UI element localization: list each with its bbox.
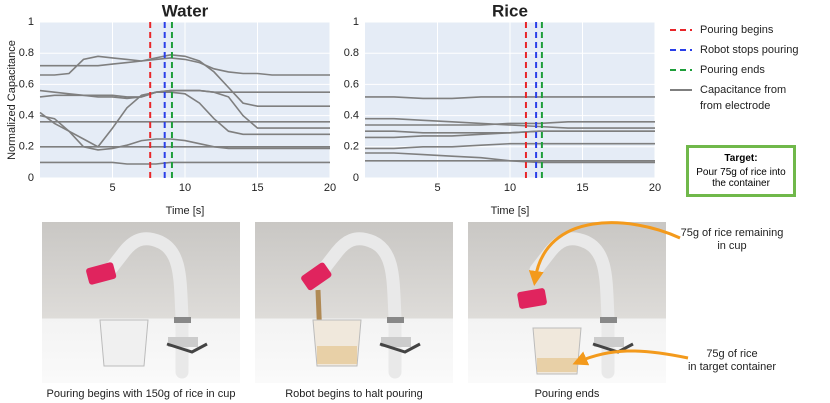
y-tick-label: 0.8 — [344, 47, 359, 59]
y-tick-label: 0.6 — [19, 78, 34, 90]
y-axis-label: Normalized Capacitance — [6, 40, 18, 160]
capacitance-line — [39, 114, 330, 151]
annotation-line: 75g of rice — [706, 348, 757, 360]
y-tick-label: 0.8 — [19, 47, 34, 59]
capacitance-line — [365, 96, 655, 100]
x-tick-label: 5 — [109, 182, 115, 194]
y-tick-label: 0.2 — [344, 141, 359, 153]
capacitance-line — [365, 142, 655, 150]
y-tick-label: 1 — [28, 16, 34, 28]
capacitance-line — [39, 89, 330, 148]
legend-label: Robot stops pouring — [700, 44, 798, 56]
photo-panel — [468, 222, 666, 383]
x-tick-label: 10 — [504, 182, 516, 194]
y-tick-label: 0 — [353, 172, 359, 184]
x-axis-label: Time [s] — [166, 205, 205, 217]
arrow — [572, 349, 689, 366]
annotation: 75g of rice in target container — [688, 348, 776, 373]
x-tick-label: 20 — [324, 182, 336, 194]
legend-label: Pouring ends — [700, 64, 765, 76]
y-tick-label: 0.4 — [19, 110, 34, 122]
chart-title: Water — [162, 1, 209, 20]
capacitance-line — [40, 161, 330, 165]
capacitance-line — [40, 53, 330, 107]
photo-panel — [42, 222, 240, 383]
annotation-line: in target container — [688, 361, 776, 373]
capacitance-line — [40, 55, 330, 76]
legend-label: Pouring begins — [700, 24, 774, 36]
annotation-line: 75g of rice remaining — [681, 227, 784, 239]
photo-panel — [255, 222, 453, 383]
target-heading: Target: — [724, 153, 758, 164]
y-tick-label: 0.2 — [19, 141, 34, 153]
panel-caption: Pouring begins with 150g of rice in cup — [47, 388, 236, 400]
x-tick-label: 5 — [434, 182, 440, 194]
capacitance-line — [365, 130, 655, 139]
x-axis-label: Time [s] — [491, 205, 530, 217]
target-box: Target: Pour 75g of rice into the contain… — [686, 145, 796, 197]
capacitance-line — [365, 117, 655, 129]
legend-line: from electrode — [700, 100, 770, 112]
y-tick-label: 0 — [28, 172, 34, 184]
y-tick-label: 1 — [353, 16, 359, 28]
legend-line: Capacitance from — [700, 84, 786, 96]
arrow — [528, 221, 681, 286]
y-tick-label: 0.4 — [344, 110, 359, 122]
x-tick-label: 10 — [179, 182, 191, 194]
panel-caption: Pouring ends — [535, 388, 600, 400]
target-text: Pour 75g of rice into the container — [696, 167, 786, 189]
x-tick-label: 20 — [649, 182, 661, 194]
capacitance-line — [39, 91, 330, 136]
annotation: 75g of rice remaining in cup — [681, 227, 784, 252]
panel-caption: Robot begins to halt pouring — [285, 388, 423, 400]
y-tick-label: 0.6 — [344, 78, 359, 90]
x-tick-label: 15 — [251, 182, 263, 194]
annotation-line: in cup — [717, 240, 746, 252]
chart-title: Rice — [492, 1, 528, 20]
capacitance-line — [365, 121, 655, 126]
legend-label: Capacitance from from electrode — [700, 84, 786, 112]
x-tick-label: 15 — [576, 182, 588, 194]
